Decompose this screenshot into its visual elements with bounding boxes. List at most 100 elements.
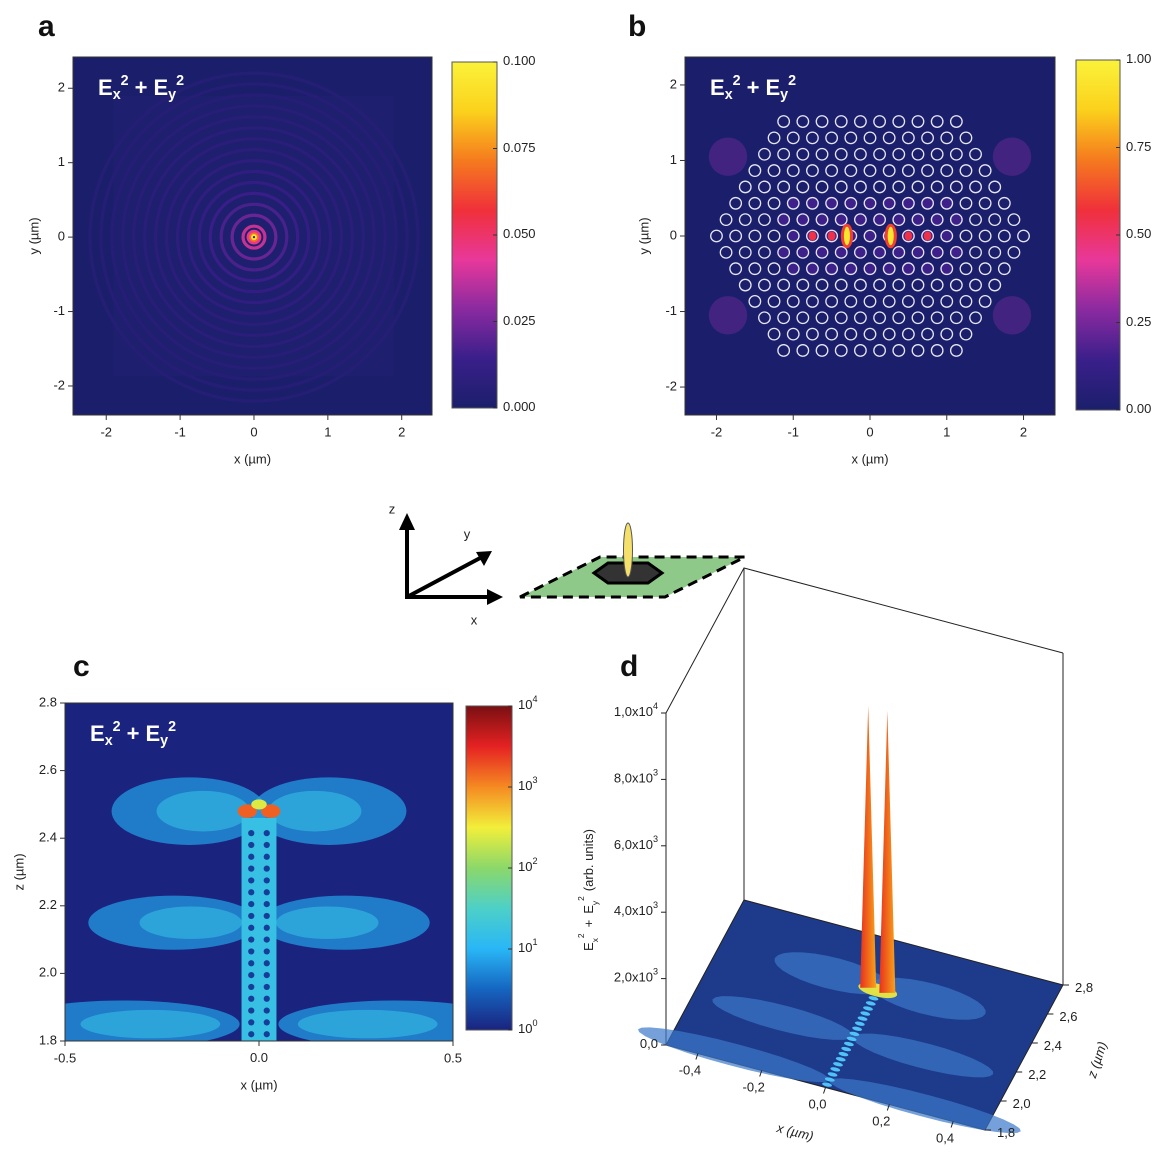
superscript: 2 [788, 73, 796, 89]
z-tick-label: 1,8 [997, 1125, 1015, 1140]
tick-text: 0,0 [808, 1097, 826, 1112]
z-tick-label: 2,0 [1013, 1096, 1031, 1111]
colorbar-tick-label: 0.025 [503, 313, 536, 328]
air-hole [931, 214, 943, 226]
page: {"chart_data": [ {"type": "heatmap", "pa… [0, 0, 1164, 1154]
air-hole [264, 1007, 270, 1013]
symbol: E [581, 905, 596, 914]
air-hole [797, 247, 809, 259]
x-tick-label: 0 [250, 424, 257, 439]
panel-letter: a [38, 10, 55, 43]
air-hole [883, 198, 895, 210]
superscript: 2 [576, 933, 586, 938]
air-hole [248, 936, 254, 942]
field-lobe [709, 138, 747, 176]
air-hole [264, 866, 270, 872]
hot-spot [888, 227, 894, 245]
panel-letter: d [620, 650, 638, 683]
peak [879, 711, 895, 993]
superscript: 2 [113, 719, 121, 735]
tick-exponent: 3 [653, 834, 658, 844]
air-hole [248, 866, 254, 872]
tick-text: 10 [518, 697, 532, 712]
colorbar-tick-label: 0.100 [503, 53, 536, 68]
air-hole [787, 230, 799, 242]
hot-spot [844, 227, 850, 245]
x-axis-label: x (µm) [851, 451, 888, 466]
air-hole [855, 247, 867, 259]
tick-text: 2,2 [1028, 1067, 1046, 1082]
y-tick-label: 2.4 [39, 830, 57, 845]
colorbar-tick-label: 1.00 [1126, 51, 1151, 66]
air-hole [855, 214, 867, 226]
tick-text: 2,0 [1013, 1096, 1031, 1111]
tick-text: -0,4 [679, 1063, 701, 1078]
z-tick-label: 2,6 [1059, 1009, 1077, 1024]
subscript: x [105, 733, 113, 749]
field-lobe [251, 799, 267, 809]
y-tick-label: 2.0 [39, 965, 57, 980]
panel-letter: c [73, 650, 90, 683]
air-hole [248, 960, 254, 966]
tick-text: 10 [518, 1021, 532, 1036]
air-hole [248, 877, 254, 883]
z-tick-label: 2,8 [1075, 980, 1093, 995]
x-tick-label: 0.0 [250, 1050, 268, 1065]
colorbar-tick-label: 100 [518, 1018, 538, 1036]
air-hole [248, 972, 254, 978]
air-hole [807, 198, 819, 210]
air-hole [922, 263, 934, 275]
air-hole [893, 247, 905, 259]
axis-arrow [407, 557, 482, 597]
air-hole [264, 960, 270, 966]
tick-text: 0.0 [250, 1050, 268, 1065]
air-hole [248, 830, 254, 836]
x-tick-label: 2 [398, 424, 405, 439]
x-axis-label: x (µm) [240, 1077, 277, 1092]
colorbar-tick-label: 0.00 [1126, 401, 1151, 416]
y-tick-label: 2.2 [39, 897, 57, 912]
x-tick-label: -1 [787, 424, 799, 439]
air-hole [264, 1019, 270, 1025]
subscript: x [725, 87, 733, 103]
air-hole [883, 263, 895, 275]
colorbar-tick-label: 102 [518, 856, 538, 874]
tick-text: 0.050 [503, 226, 536, 241]
field-core [253, 236, 255, 238]
air-hole [264, 842, 270, 848]
y-tick-label: 2.6 [39, 762, 57, 777]
operator: + [135, 75, 148, 100]
x-axis-label: x (µm) [234, 451, 271, 466]
field-spike [624, 523, 633, 577]
tick-exponent: 4 [532, 694, 537, 704]
symbol: E [153, 75, 168, 100]
colorbar-tick-label: 0.50 [1126, 226, 1151, 241]
air-hole [248, 1007, 254, 1013]
x-tick-label: 2 [1020, 424, 1027, 439]
air-hole [787, 198, 799, 210]
colorbar-tick-label: 103 [518, 775, 538, 793]
air-hole [264, 972, 270, 978]
air-hole [778, 214, 790, 226]
air-hole [951, 247, 963, 259]
tick-text: 0,0 [640, 1036, 658, 1051]
air-hole [941, 230, 953, 242]
y-tick-label: 0 [58, 229, 65, 244]
tick-exponent: 3 [653, 901, 658, 911]
tick-text: 2,4 [1044, 1038, 1062, 1053]
field-lobe [993, 296, 1031, 334]
axis-letter: z [389, 501, 396, 516]
colorbar-tick-label: 0.75 [1126, 139, 1151, 154]
air-hole [248, 996, 254, 1002]
air-hole [787, 263, 799, 275]
air-hole [931, 247, 943, 259]
superscript: 2 [176, 73, 184, 89]
colorbar-tick-label: 0.075 [503, 140, 536, 155]
subscript: y [168, 87, 176, 103]
subscript: y [590, 900, 600, 905]
y-axis-label: z (µm) [11, 853, 26, 890]
air-hole [264, 901, 270, 907]
box-edge [666, 568, 1063, 713]
field [90, 73, 418, 401]
symbol: E [710, 75, 725, 100]
